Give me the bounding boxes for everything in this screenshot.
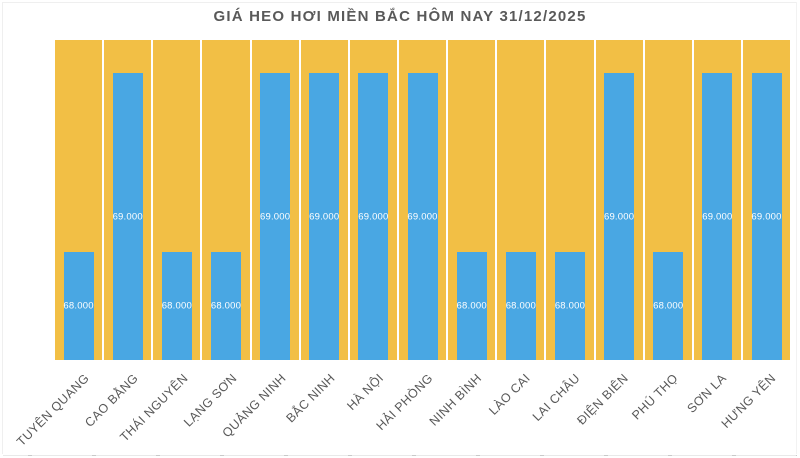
value-bar: 68.000: [555, 252, 585, 360]
category-column: 69.000: [104, 40, 152, 360]
value-bar: 69.000: [604, 73, 635, 360]
category-column: 68.000: [202, 40, 250, 360]
category-column: 69.000: [595, 40, 643, 360]
value-bar: 69.000: [260, 73, 291, 360]
value-bar: 69.000: [407, 73, 438, 360]
bar-value-label: 68.000: [505, 300, 536, 312]
bar-value-label: 69.000: [751, 211, 782, 223]
x-axis-label: TUYÊN QUANG: [14, 371, 93, 449]
value-bar: 69.000: [751, 73, 782, 360]
chart-title: GIÁ HEO HƠI MIỀN BẮC HÔM NAY 31/12/2025: [213, 8, 587, 25]
bar-value-label: 69.000: [309, 211, 340, 223]
bar-value-label: 69.000: [702, 211, 733, 223]
bottom-divider: [3, 455, 797, 456]
category-column: 69.000: [251, 40, 299, 360]
x-axis-label: BẮC NINH: [282, 371, 338, 426]
bar-value-label: 68.000: [653, 300, 684, 312]
x-axis-label: SƠN LA: [684, 371, 730, 416]
right-border: [796, 2, 797, 454]
bar-value-label: 69.000: [112, 211, 143, 223]
value-bar: 69.000: [309, 73, 340, 360]
category-column: 69.000: [693, 40, 741, 360]
value-bar: 68.000: [63, 252, 94, 360]
left-border: [2, 2, 3, 454]
value-bar: 68.000: [162, 252, 192, 360]
plot-area: 68.000 69.000 68.000 68.000 69.000 69.000 69.0…: [55, 40, 791, 360]
value-bar: 68.000: [506, 252, 536, 360]
value-bar: 68.000: [457, 252, 487, 360]
category-column: 69.000: [398, 40, 447, 360]
x-axis-label: PHÚ THỌ: [628, 371, 681, 423]
bar-value-label: 69.000: [407, 211, 438, 223]
value-bar: 69.000: [702, 73, 733, 360]
category-column: 68.000: [153, 40, 201, 360]
category-column: 68.000: [448, 40, 496, 360]
bar-value-label: 68.000: [554, 300, 586, 312]
category-column: 69.000: [742, 40, 791, 360]
category-column: 68.000: [497, 40, 545, 360]
value-bar: 68.000: [211, 252, 241, 360]
bar-value-label: 69.000: [603, 211, 635, 223]
value-bar: 69.000: [358, 73, 389, 360]
bar-value-label: 68.000: [63, 300, 94, 312]
bar-value-label: 68.000: [210, 300, 242, 312]
bar-value-label: 69.000: [358, 211, 389, 223]
bar-value-label: 68.000: [161, 300, 192, 312]
value-bar: 68.000: [653, 252, 684, 360]
category-column: 69.000: [349, 40, 397, 360]
bar-value-label: 68.000: [456, 300, 487, 312]
top-border: [2, 2, 797, 3]
x-axis-label: HÀ NỘI: [344, 371, 387, 414]
value-bar: 69.000: [113, 73, 143, 360]
x-axis-label: ĐIỆN BIÊN: [574, 371, 632, 428]
x-axis-label: LÀO CAI: [486, 371, 534, 418]
category-column: 69.000: [300, 40, 348, 360]
category-column: 68.000: [546, 40, 594, 360]
category-column: 68.000: [644, 40, 692, 360]
category-column: 68.000: [55, 40, 103, 360]
bar-value-label: 69.000: [259, 211, 291, 223]
